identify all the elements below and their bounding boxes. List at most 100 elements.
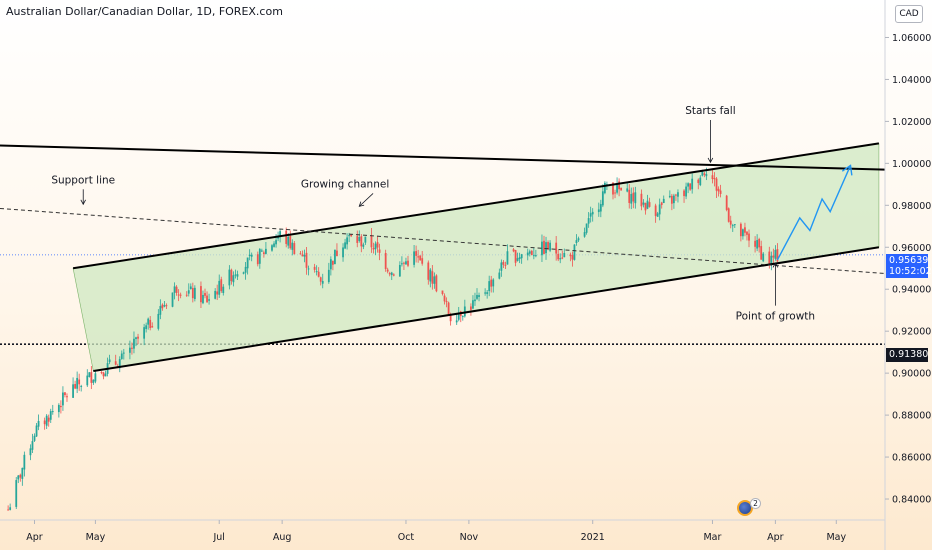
candle-body [555, 242, 558, 254]
candle [431, 265, 434, 290]
candle [591, 208, 594, 222]
candle [490, 275, 493, 293]
candle-body [285, 230, 288, 244]
candle [271, 244, 273, 252]
candle-body [236, 274, 239, 277]
candle-body [433, 276, 436, 284]
candle [301, 250, 304, 257]
candle-body [37, 420, 40, 427]
candle-body [772, 255, 775, 258]
candle [742, 228, 744, 240]
candle-body [573, 244, 576, 260]
candle-body [35, 425, 38, 437]
candle-body [57, 404, 60, 413]
candle-body [317, 271, 320, 277]
candle [575, 234, 578, 246]
candle-body [102, 372, 105, 377]
candle [403, 261, 405, 270]
candle-body [601, 191, 604, 206]
candle [331, 260, 334, 271]
candle [388, 271, 391, 277]
candle-body [407, 260, 409, 266]
candle-body [614, 192, 616, 194]
price-axis-label: 0.94000 [892, 285, 931, 296]
candle-body [612, 182, 614, 195]
candle [147, 317, 150, 330]
candle-body [374, 243, 377, 250]
candle-body [445, 301, 448, 303]
candle-body [279, 231, 282, 237]
candle [691, 173, 694, 194]
candle [530, 249, 533, 256]
candle-body [713, 178, 716, 180]
candle [668, 190, 671, 199]
candle-body [470, 306, 472, 310]
candle-body [331, 260, 334, 265]
candle-body [358, 236, 361, 241]
candle [173, 282, 176, 300]
candle [108, 354, 111, 365]
candle [305, 246, 308, 275]
candle-body [640, 193, 643, 207]
candle-body [561, 257, 564, 259]
annotation-arrowhead [358, 201, 365, 207]
candle [222, 284, 225, 296]
candle [685, 182, 687, 200]
candle [120, 350, 123, 360]
candle [772, 248, 775, 263]
candle-body [626, 188, 629, 192]
candle [66, 393, 68, 402]
event-count-badge[interactable]: 2 [750, 498, 761, 509]
candle [35, 422, 38, 438]
candle-body [386, 269, 389, 272]
candle [484, 288, 487, 296]
candle-body [603, 182, 606, 194]
candle-body [303, 254, 306, 257]
candle-body [348, 235, 351, 237]
candle-body [431, 271, 434, 284]
candle [500, 259, 503, 277]
candle-body [441, 290, 444, 295]
currency-selector[interactable]: CAD [895, 5, 923, 23]
candle-body [145, 325, 148, 330]
candle [72, 377, 74, 398]
candle [15, 477, 18, 510]
candle [214, 288, 217, 300]
candle [498, 268, 501, 280]
candle-body [218, 280, 221, 295]
candle [640, 189, 643, 211]
candle [518, 252, 521, 264]
candle-body [258, 249, 261, 264]
last-price-tag: 0.95639 10:52:02 [886, 254, 932, 278]
candle-body [62, 392, 64, 406]
candle [419, 255, 422, 261]
candle [317, 267, 320, 278]
candle-body [457, 313, 460, 320]
candle [514, 249, 517, 267]
candle [86, 369, 89, 387]
candle-body [504, 264, 507, 266]
candle-body [185, 294, 188, 296]
candle-body [256, 254, 259, 265]
candle [102, 371, 105, 380]
candle [57, 403, 60, 418]
candle-body [549, 242, 551, 251]
price-axis-label: 1.04000 [892, 75, 931, 86]
candle [94, 370, 97, 384]
candle-body [654, 205, 657, 216]
candle [76, 371, 79, 394]
candle-body [7, 509, 10, 511]
candle [601, 184, 604, 208]
candle [630, 187, 633, 210]
candle-body [228, 269, 231, 286]
candle-body [754, 240, 756, 247]
time-axis-label: Mar [703, 532, 721, 543]
candle-body [648, 202, 651, 207]
candle-body [230, 269, 233, 282]
candle [599, 199, 602, 218]
candle-body [545, 242, 547, 254]
channel-lower-line [93, 246, 880, 373]
resistance-line [0, 144, 886, 171]
candle [549, 240, 551, 253]
